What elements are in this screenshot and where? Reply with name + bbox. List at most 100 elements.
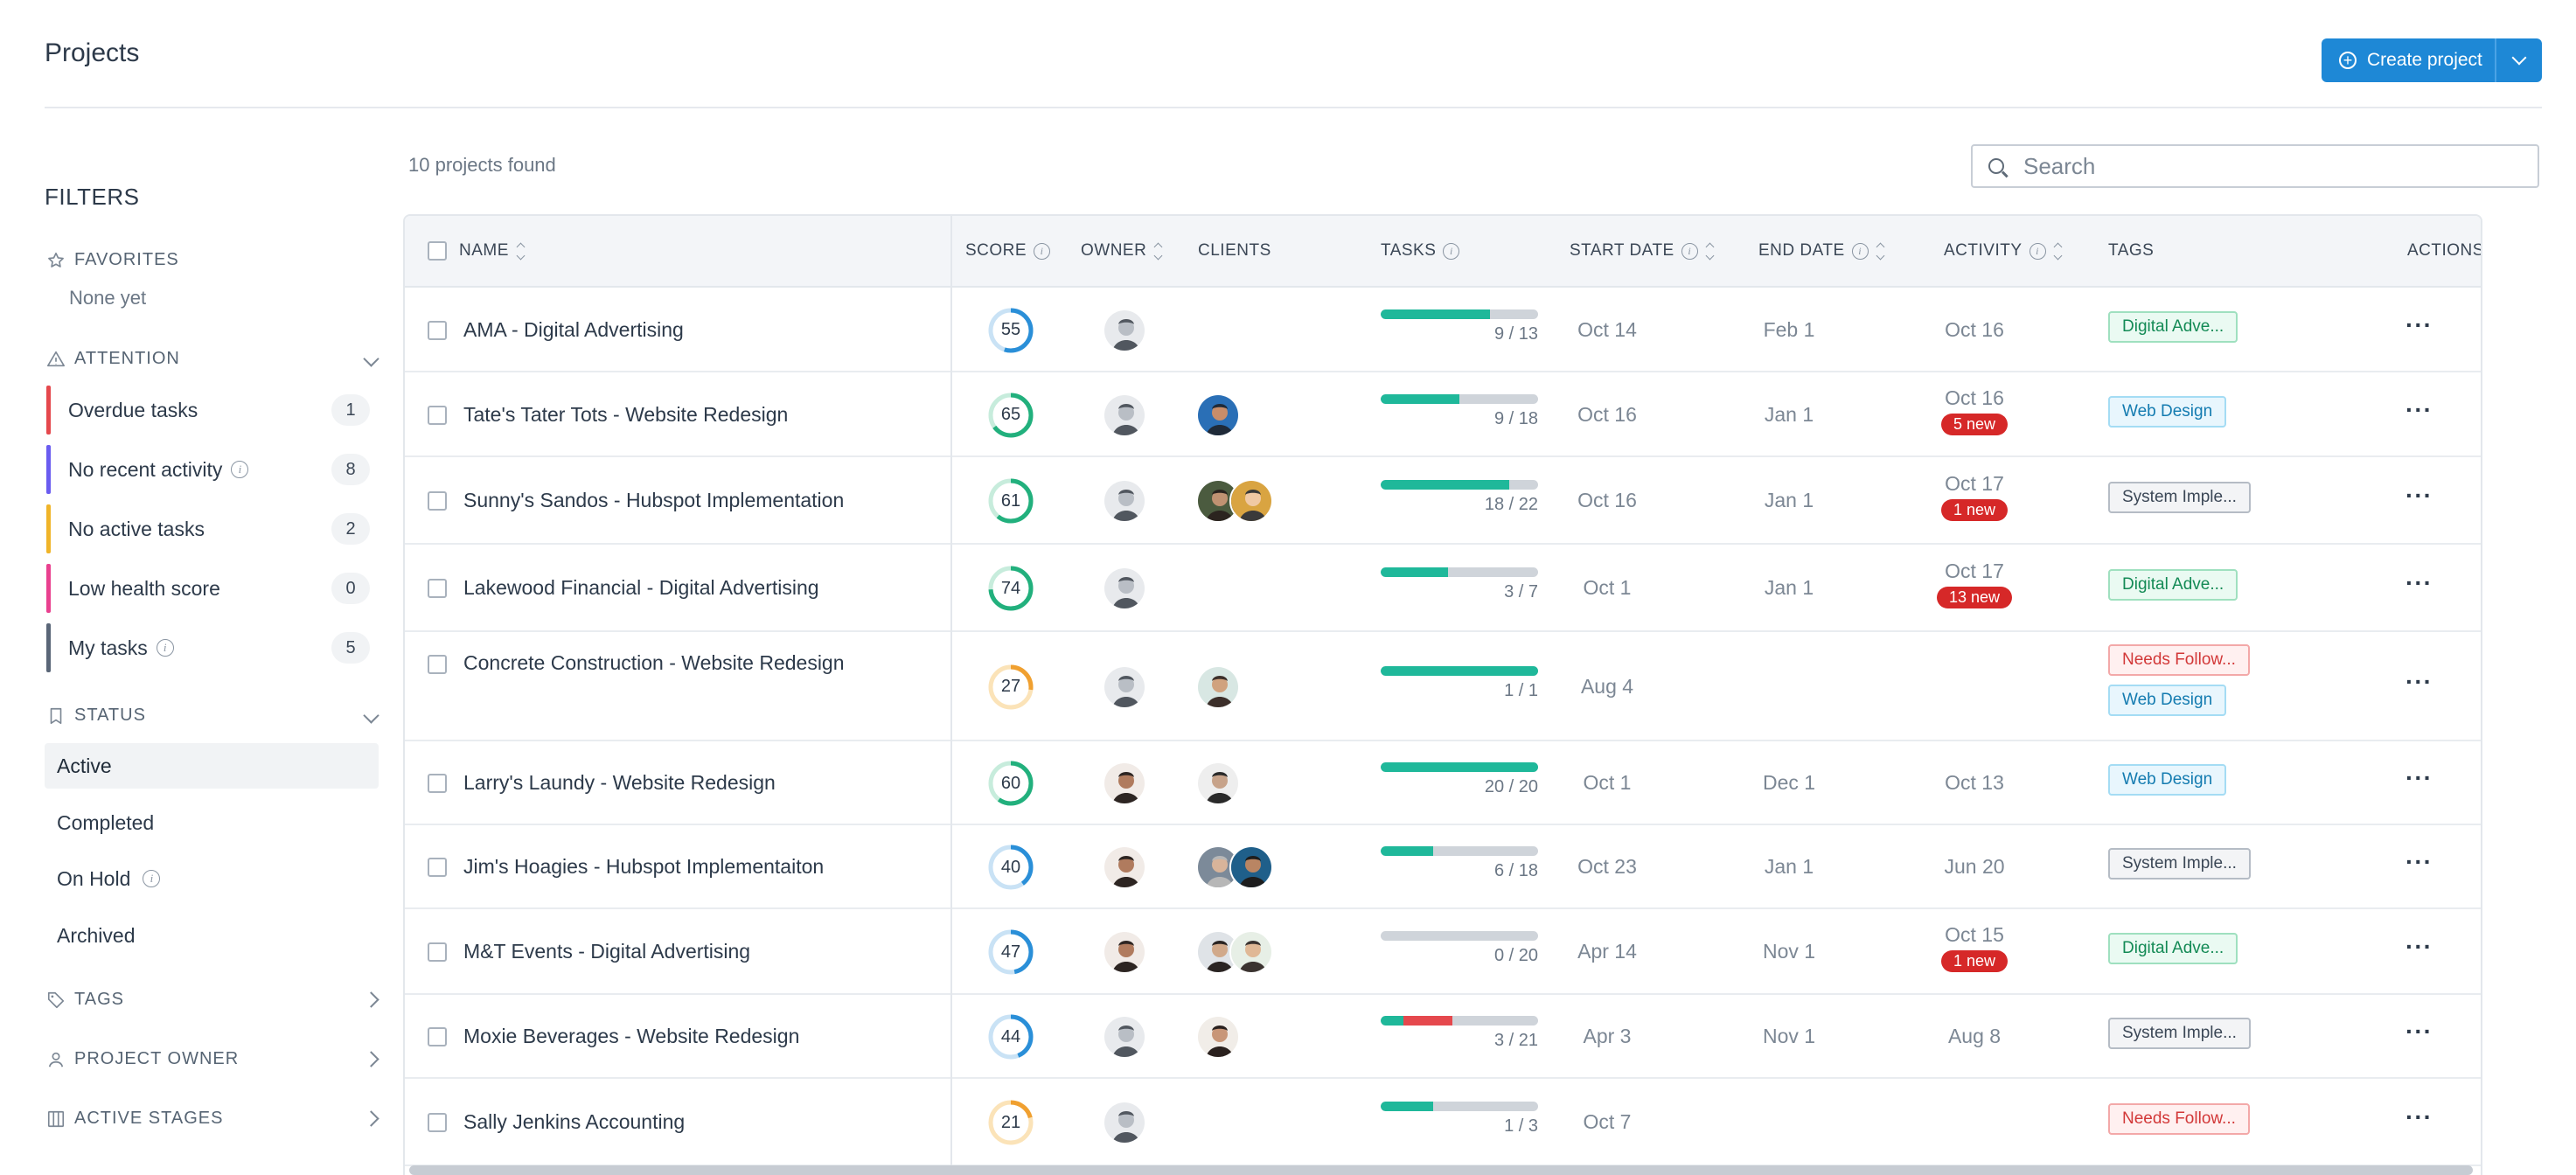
- row-checkbox[interactable]: [428, 491, 447, 511]
- activity-cell[interactable]: Oct 16 5 new: [1922, 386, 2027, 435]
- owner-avatar[interactable]: [1103, 567, 1146, 610]
- row-checkbox[interactable]: [428, 405, 447, 425]
- more-actions-icon[interactable]: ···: [2405, 933, 2433, 960]
- client-avatars[interactable]: [1196, 664, 1240, 709]
- tag-badge[interactable]: Web Design: [2108, 685, 2227, 716]
- table-row[interactable]: Lakewood Financial - Digital Advertising…: [405, 545, 2481, 632]
- row-checkbox[interactable]: [428, 858, 447, 877]
- attention-item-no-active-tasks[interactable]: No active tasks 2: [46, 504, 375, 553]
- active-stages-section-header[interactable]: ACTIVE STAGES: [46, 1109, 379, 1129]
- row-checkbox[interactable]: [428, 774, 447, 793]
- info-icon[interactable]: i: [1681, 242, 1698, 260]
- tag-badge[interactable]: System Imple...: [2108, 482, 2251, 513]
- info-icon[interactable]: i: [156, 639, 174, 657]
- more-actions-icon[interactable]: ···: [2405, 569, 2433, 596]
- task-progress[interactable]: 9 / 13: [1381, 309, 1538, 344]
- column-start-date[interactable]: START DATE i: [1570, 216, 1715, 286]
- column-tags[interactable]: TAGS: [2108, 216, 2154, 286]
- row-checkbox[interactable]: [428, 655, 447, 674]
- more-actions-icon[interactable]: ···: [2405, 395, 2433, 423]
- column-name[interactable]: NAME: [459, 216, 526, 286]
- attention-item-low-health[interactable]: Low health score 0: [46, 564, 375, 613]
- row-checkbox[interactable]: [428, 1113, 447, 1132]
- project-name-link[interactable]: Lakewood Financial - Digital Advertising: [463, 576, 819, 599]
- info-icon[interactable]: i: [1851, 242, 1869, 260]
- task-progress[interactable]: 20 / 20: [1381, 762, 1538, 797]
- search-input[interactable]: [2022, 151, 2515, 181]
- client-avatars[interactable]: [1196, 930, 1273, 974]
- client-avatars[interactable]: [1196, 845, 1273, 889]
- row-checkbox[interactable]: [428, 579, 447, 598]
- owner-avatar[interactable]: [1103, 664, 1146, 709]
- more-actions-icon[interactable]: ···: [2405, 764, 2433, 791]
- client-avatars[interactable]: [1196, 479, 1273, 523]
- info-icon[interactable]: i: [143, 870, 161, 887]
- info-icon[interactable]: i: [2029, 242, 2046, 260]
- owner-avatar[interactable]: [1103, 845, 1146, 889]
- more-actions-icon[interactable]: ···: [2405, 667, 2433, 695]
- task-progress[interactable]: 18 / 22: [1381, 480, 1538, 515]
- owner-avatar[interactable]: [1103, 1101, 1146, 1144]
- status-item-completed[interactable]: Completed: [57, 810, 155, 834]
- tag-badge[interactable]: Web Design: [2108, 395, 2227, 428]
- tag-badge[interactable]: Web Design: [2108, 764, 2227, 796]
- status-item-on-hold[interactable]: On Hold i: [45, 856, 379, 901]
- task-progress[interactable]: 3 / 21: [1381, 1016, 1538, 1051]
- tag-badge[interactable]: System Imple...: [2108, 1018, 2251, 1049]
- client-avatars[interactable]: [1196, 761, 1240, 805]
- column-end-date[interactable]: END DATE i: [1758, 216, 1885, 286]
- info-icon[interactable]: i: [231, 461, 249, 478]
- table-row[interactable]: Concrete Construction - Website Redesign…: [405, 632, 2481, 741]
- activity-cell[interactable]: Oct 17 13 new: [1922, 560, 2027, 608]
- status-section-header[interactable]: STATUS: [46, 706, 379, 726]
- table-row[interactable]: M&T Events - Digital Advertising 47 0 / 20…: [405, 909, 2481, 995]
- table-row[interactable]: Jim's Hoagies - Hubspot Implementaiton 40…: [405, 825, 2481, 909]
- column-clients[interactable]: CLIENTS: [1198, 216, 1271, 286]
- tags-section-header[interactable]: TAGS: [46, 990, 379, 1010]
- owner-avatar[interactable]: [1103, 308, 1146, 352]
- column-score[interactable]: SCORE i: [965, 216, 1051, 286]
- search-box[interactable]: [1971, 144, 2539, 188]
- tag-badge[interactable]: Digital Adve...: [2108, 569, 2238, 601]
- task-progress[interactable]: 1 / 3: [1381, 1102, 1538, 1137]
- more-actions-icon[interactable]: ···: [2405, 310, 2433, 338]
- project-name-link[interactable]: Tate's Tater Tots - Website Redesign: [463, 402, 789, 426]
- column-activity[interactable]: ACTIVITY i: [1944, 216, 2062, 286]
- column-tasks[interactable]: TASKS i: [1381, 216, 1460, 286]
- more-actions-icon[interactable]: ···: [2405, 1018, 2433, 1045]
- task-progress[interactable]: 1 / 1: [1381, 665, 1538, 701]
- row-checkbox[interactable]: [428, 942, 447, 962]
- client-avatars[interactable]: [1196, 1015, 1240, 1059]
- create-project-main[interactable]: + Create project: [2322, 38, 2495, 82]
- table-row[interactable]: Sally Jenkins Accounting 21 1 / 3 Oct 7 Need…: [405, 1079, 2481, 1166]
- more-actions-icon[interactable]: ···: [2405, 848, 2433, 875]
- tag-badge[interactable]: Needs Follow...: [2108, 1103, 2250, 1135]
- project-name-link[interactable]: Sunny's Sandos - Hubspot Implementation: [463, 489, 845, 511]
- owner-avatar[interactable]: [1103, 930, 1146, 974]
- more-actions-icon[interactable]: ···: [2405, 1103, 2433, 1130]
- info-icon[interactable]: i: [1443, 242, 1460, 260]
- task-progress[interactable]: 0 / 20: [1381, 931, 1538, 966]
- info-icon[interactable]: i: [1034, 242, 1051, 260]
- table-row[interactable]: Tate's Tater Tots - Website Redesign 65 9 …: [405, 372, 2481, 457]
- favorites-section-header[interactable]: FAVORITES: [46, 250, 377, 270]
- owner-avatar[interactable]: [1103, 761, 1146, 805]
- horizontal-scrollbar[interactable]: [409, 1165, 2473, 1175]
- attention-item-my-tasks[interactable]: My tasks i 5: [46, 623, 375, 672]
- status-item-active[interactable]: Active: [45, 743, 379, 789]
- tag-badge[interactable]: Digital Adve...: [2108, 933, 2238, 964]
- task-progress[interactable]: 3 / 7: [1381, 567, 1538, 602]
- project-owner-section-header[interactable]: PROJECT OWNER: [46, 1049, 379, 1069]
- attention-section-header[interactable]: ATTENTION: [46, 349, 379, 369]
- task-progress[interactable]: 6 / 18: [1381, 846, 1538, 881]
- row-checkbox[interactable]: [428, 1027, 447, 1046]
- tag-badge[interactable]: System Imple...: [2108, 848, 2251, 880]
- owner-avatar[interactable]: [1103, 393, 1146, 437]
- owner-avatar[interactable]: [1103, 479, 1146, 523]
- more-actions-icon[interactable]: ···: [2405, 482, 2433, 509]
- status-item-archived[interactable]: Archived: [57, 923, 136, 947]
- project-name-link[interactable]: AMA - Digital Advertising: [463, 317, 684, 341]
- project-name-link[interactable]: Moxie Beverages - Website Redesign: [463, 1025, 800, 1047]
- attention-item-no-recent-activity[interactable]: No recent activity i 8: [46, 445, 375, 494]
- client-avatars[interactable]: [1196, 393, 1240, 437]
